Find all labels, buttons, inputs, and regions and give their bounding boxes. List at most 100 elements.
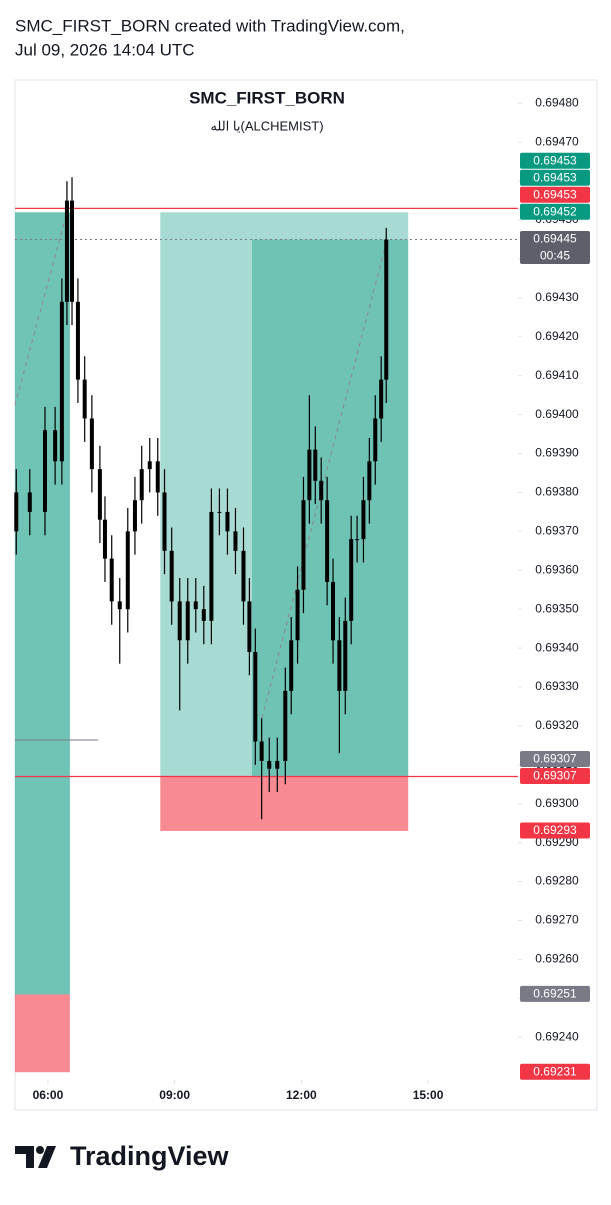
candle-body xyxy=(193,601,198,610)
y-tick-label: 0.69280 xyxy=(535,874,579,888)
candle-body xyxy=(233,531,238,551)
y-tick-label: 0.69400 xyxy=(535,407,579,421)
price-label-box xyxy=(520,186,590,203)
candle-body xyxy=(75,301,80,380)
candle-body xyxy=(325,500,330,582)
candle-body xyxy=(14,492,19,532)
x-tick-label: 09:00 xyxy=(159,1088,190,1102)
trend-line xyxy=(261,239,388,719)
candle-body xyxy=(253,651,258,742)
price-label-box xyxy=(520,231,590,265)
y-tick-label: 0.69260 xyxy=(535,952,579,966)
plot-area: 0.694800.694700.694600.694500.694400.694… xyxy=(14,96,590,1102)
candle-body xyxy=(125,531,130,610)
candle-body xyxy=(117,601,122,610)
header-line: SMC_FIRST_BORN created with TradingView.… xyxy=(15,16,405,35)
price-label: 0.69452 xyxy=(533,204,577,218)
candle-body xyxy=(319,480,324,501)
candle-body xyxy=(373,418,378,462)
price-label-box xyxy=(520,822,590,839)
candle-body xyxy=(42,430,47,512)
y-tick-label: 0.69430 xyxy=(535,290,579,304)
candle-body xyxy=(343,620,348,691)
price-label: 0.69251 xyxy=(533,987,577,1001)
candle-body xyxy=(313,449,318,481)
y-tick-label: 0.69380 xyxy=(535,485,579,499)
y-tick-label: 0.69330 xyxy=(535,679,579,693)
y-tick-label: 0.69300 xyxy=(535,796,579,810)
candle-body xyxy=(367,461,372,501)
price-label: 0.69307 xyxy=(533,752,577,766)
candle-body xyxy=(89,418,94,470)
price-label: 0.69293 xyxy=(533,823,577,837)
logo xyxy=(15,1146,56,1168)
logo-mark xyxy=(36,1146,44,1154)
chart-subtitle: يا الله(ALCHEMIST) xyxy=(210,118,323,133)
y-tick-label: 0.69420 xyxy=(535,329,579,343)
price-label-box xyxy=(520,985,590,1002)
x-tick-label: 06:00 xyxy=(33,1088,64,1102)
candle-body xyxy=(331,581,336,641)
candle-body xyxy=(139,469,144,501)
candle-body xyxy=(361,500,366,540)
candle-body xyxy=(102,519,107,559)
candle-body xyxy=(225,511,230,532)
price-label-box xyxy=(520,767,590,784)
y-tick-label: 0.69390 xyxy=(535,446,579,460)
candle-body xyxy=(247,601,252,652)
candle-body xyxy=(209,511,214,621)
price-label-box xyxy=(520,1063,590,1080)
candle-body xyxy=(379,379,384,419)
candle-body xyxy=(295,589,300,641)
candle-body xyxy=(132,500,137,532)
y-tick-label: 0.69470 xyxy=(535,134,579,148)
chart-title: SMC_FIRST_BORN xyxy=(189,88,345,107)
logo-mark xyxy=(38,1146,56,1168)
candle-body xyxy=(70,200,75,302)
y-tick-label: 0.69480 xyxy=(535,96,579,110)
open-pnl-zone xyxy=(252,239,409,777)
candle-body xyxy=(147,461,152,470)
y-tick-label: 0.69270 xyxy=(535,913,579,927)
y-tick-label: 0.69240 xyxy=(535,1029,579,1043)
candle-body xyxy=(337,640,342,691)
candle-body xyxy=(289,640,294,691)
price-label: 0.69231 xyxy=(533,1064,577,1078)
candle-body xyxy=(283,690,288,761)
x-tick-label: 12:00 xyxy=(286,1088,317,1102)
price-label-box xyxy=(520,750,590,767)
candle-body xyxy=(185,601,190,641)
y-tick-label: 0.69360 xyxy=(535,562,579,576)
candle-body xyxy=(301,500,306,590)
stop-zone xyxy=(160,776,409,831)
price-label: 0.69453 xyxy=(533,170,577,184)
candle-body xyxy=(275,760,280,769)
candle-body xyxy=(384,239,389,380)
brand: TradingView xyxy=(70,1141,230,1171)
candle-body xyxy=(27,492,32,512)
price-label-box xyxy=(520,203,590,220)
stop-zone xyxy=(15,994,70,1073)
candle-body xyxy=(177,601,182,641)
candle-body xyxy=(162,492,167,551)
price-label-box xyxy=(520,169,590,186)
price-label-box xyxy=(520,152,590,169)
y-tick-label: 0.69410 xyxy=(535,368,579,382)
candle-body xyxy=(82,379,87,419)
trend-line xyxy=(14,211,68,406)
candle-body xyxy=(109,558,114,602)
y-tick-label: 0.69320 xyxy=(535,718,579,732)
price-label: 0.69445 xyxy=(533,232,577,246)
y-tick-label: 0.69340 xyxy=(535,640,579,654)
candle-body xyxy=(307,449,312,501)
candle-body xyxy=(241,550,246,602)
candle-body xyxy=(53,430,58,462)
y-tick-label: 0.69370 xyxy=(535,524,579,538)
candle-body xyxy=(169,550,174,602)
candle-body xyxy=(97,469,102,520)
header-line: Jul 09, 2026 14:04 UTC xyxy=(15,40,195,59)
candle-body xyxy=(59,301,64,462)
